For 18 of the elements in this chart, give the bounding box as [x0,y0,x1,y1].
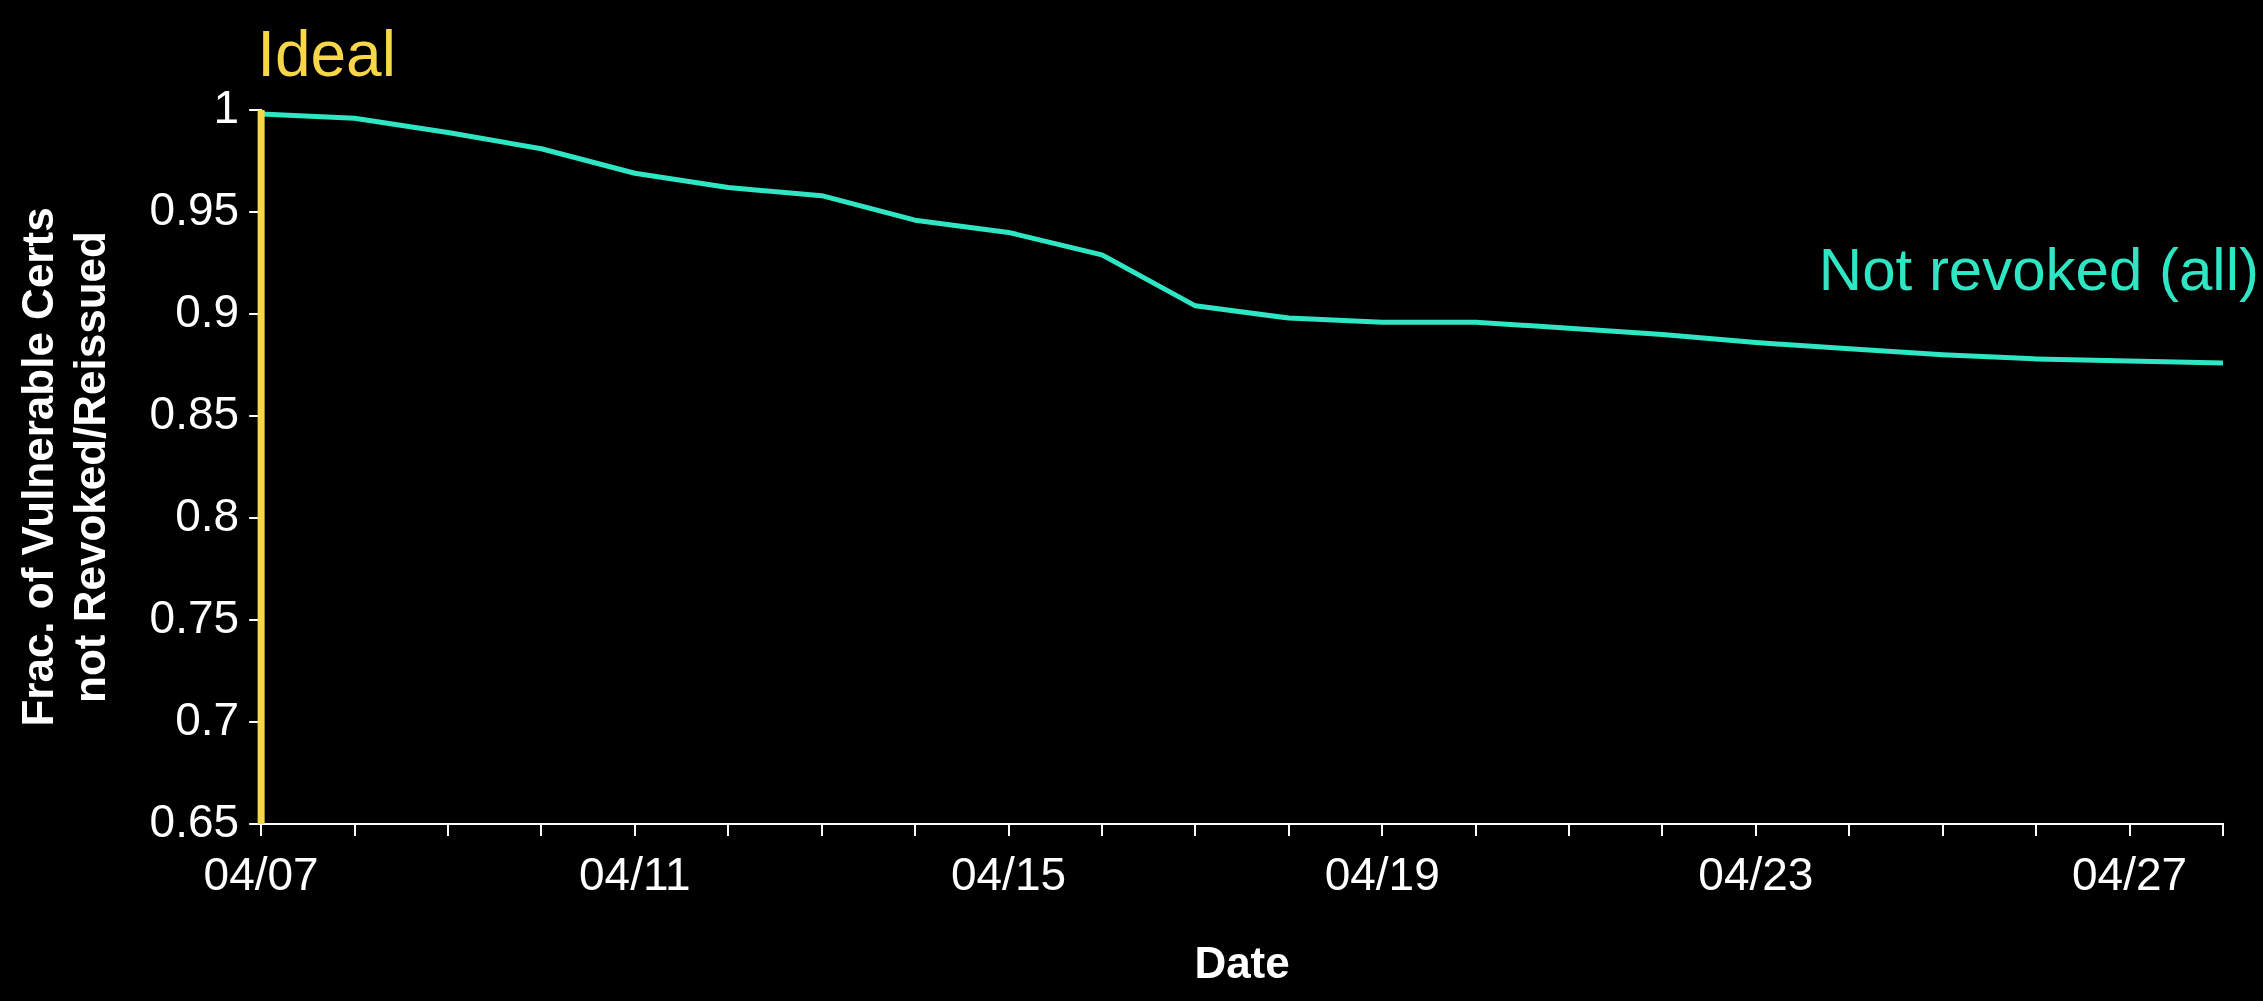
y-tick-label: 1 [213,80,240,133]
series-label: Not revoked (all) [1818,235,2259,303]
x-tick-label: 04/23 [1698,848,1814,901]
x-tick-label: 04/11 [578,848,691,901]
y-tick-label: 0.65 [149,794,240,847]
ref-line-label: Ideal [257,17,396,90]
y-axis-title: Frac. of Vulnerable Certs not Revoked/Reissued [12,207,115,727]
y-tick-label: 0.9 [175,284,240,337]
y-tick-label: 0.85 [149,386,240,439]
x-axis-title: Date [1194,937,1290,987]
y-tick-label: 0.8 [175,488,240,541]
y-tick-label: 0.7 [175,692,240,745]
y-tick-label: 0.95 [149,182,240,235]
x-tick-label: 04/07 [203,848,319,901]
x-tick-label: 04/19 [1324,848,1440,901]
x-tick-label: 04/27 [2072,848,2188,901]
x-tick-label: 04/15 [950,848,1067,901]
y-tick-label: 0.75 [149,590,240,643]
